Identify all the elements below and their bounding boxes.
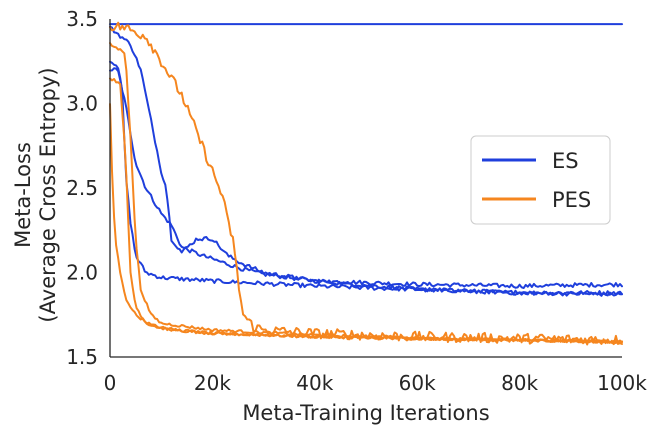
legend-label-es: ES (552, 149, 579, 173)
legend: ES PES (470, 135, 611, 225)
y-tick-label: 1.5 (66, 345, 98, 369)
x-tick-label: 80k (501, 371, 538, 395)
x-tick-label: 60k (399, 371, 436, 395)
y-tick-label: 3.0 (66, 92, 98, 116)
y-tick-label: 2.5 (66, 176, 98, 200)
y-axis-title-line1: Meta-Loss (11, 142, 35, 248)
x-axis-title: Meta-Training Iterations (242, 401, 489, 425)
series-line-pes-6 (109, 42, 623, 344)
x-tick-label: 40k (296, 371, 333, 395)
legend-box (470, 135, 611, 225)
y-tick-labels: 1.5 2.0 2.5 3.0 3.5 (66, 7, 98, 369)
series-line-es-3 (109, 25, 623, 297)
x-tick-label: 100k (597, 371, 647, 395)
legend-label-pes: PES (552, 188, 591, 212)
x-tick-label: 20k (194, 371, 231, 395)
series-line-es-1 (109, 67, 623, 289)
y-axis-title-line2: (Average Cross Entropy) (36, 67, 60, 322)
y-tick-label: 2.0 (66, 261, 98, 285)
x-tick-label: 0 (104, 371, 117, 395)
x-tick-labels: 0 20k 40k 60k 80k 100k (104, 371, 648, 395)
y-tick-label: 3.5 (66, 7, 98, 31)
series-line-pes-7 (109, 21, 623, 346)
series-lines (109, 21, 623, 346)
